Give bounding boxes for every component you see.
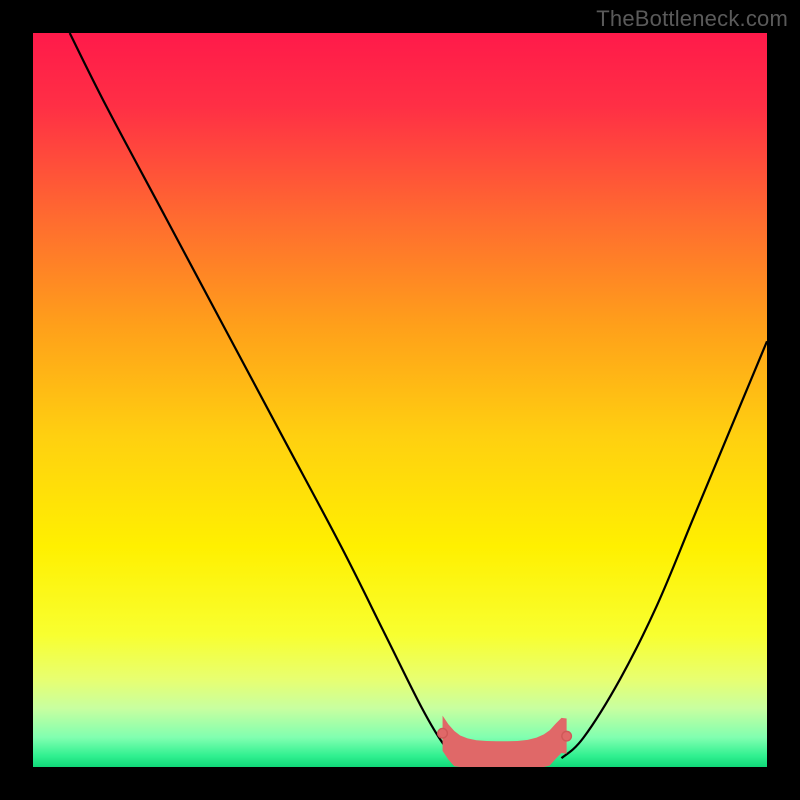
bottleneck-curve: [33, 33, 767, 767]
watermark-text: TheBottleneck.com: [596, 6, 788, 32]
plot-area: [33, 33, 767, 767]
